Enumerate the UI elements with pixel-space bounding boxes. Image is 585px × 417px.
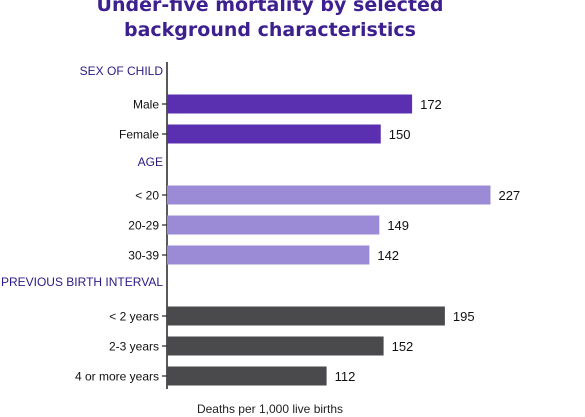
data-label: 150 (389, 127, 411, 142)
category-label: Male (133, 98, 159, 112)
bar-30-39 (167, 245, 370, 265)
data-label: 227 (498, 188, 520, 203)
category-label: 20-29 (128, 219, 159, 233)
category-label: 30-39 (128, 249, 159, 263)
category-label: Female (119, 128, 159, 142)
bar-20-29 (167, 215, 380, 235)
bar-male (167, 94, 413, 114)
bar-2-3-years (167, 336, 384, 356)
chart-title-line-2: background characteristics (123, 19, 416, 41)
data-label: 112 (335, 369, 356, 384)
category-label: 2-3 years (109, 340, 159, 354)
data-label: 195 (453, 309, 475, 324)
data-label: 149 (387, 218, 409, 233)
x-axis-label: Deaths per 1,000 live births (196, 402, 344, 416)
category-label: < 20 (135, 189, 159, 203)
category-label: < 2 years (109, 310, 159, 324)
data-label: 142 (377, 248, 399, 263)
chart-title-line-1: Under-five mortality by selected (96, 0, 444, 16)
group-header-2: AGE (138, 155, 163, 169)
bar-female (167, 124, 381, 144)
data-label: 152 (392, 339, 414, 354)
data-label: 172 (420, 97, 442, 112)
bar--20 (167, 185, 491, 205)
bar--2-years (167, 306, 445, 326)
bar-4-or-more-years (167, 366, 327, 386)
group-header-1: SEX OF CHILD (80, 64, 164, 78)
category-label: 4 or more years (75, 370, 159, 384)
group-header-3: PREVIOUS BIRTH INTERVAL (1, 275, 163, 289)
